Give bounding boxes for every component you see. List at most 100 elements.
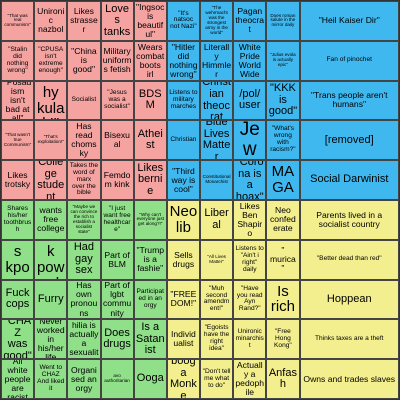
- bingo-cell: Does roman salute in the mirror daily: [266, 1, 300, 41]
- bingo-cell: BDSM: [133, 80, 167, 121]
- bingo-cell: Christian theocrat: [200, 80, 234, 121]
- bingo-cell: Part of lgbt community: [100, 279, 134, 320]
- bingo-cell: Sells drugs: [166, 239, 200, 280]
- bingo-cell: "KKK is good": [266, 80, 300, 121]
- bingo-cell: "Don't tell me what to do": [200, 359, 234, 399]
- bingo-cell: "CPUSA isn't extreme enough": [34, 40, 68, 81]
- bingo-cell: MAGA: [266, 160, 300, 200]
- bingo-cell: "Filthy kulak!": [34, 80, 68, 121]
- bingo-cell: Owns and trades slaves: [299, 359, 399, 399]
- bingo-cell: "Third way is cool": [166, 160, 200, 200]
- bingo-cell: Does drugs: [100, 319, 134, 360]
- bingo-cell: Listens to military marches: [166, 80, 200, 121]
- bingo-cell: "Hitler did nothing wrong": [166, 40, 200, 81]
- bingo-cell: "Julius evola is actually epic": [266, 40, 300, 81]
- bingo-cell: Part of BLM: [100, 239, 134, 280]
- bingo-cell: "Posadism isn't bad at all": [1, 80, 35, 121]
- bingo-cell: White Pride World Wide: [233, 40, 267, 81]
- bingo-cell: "I just want free healthcare": [100, 199, 134, 240]
- bingo-cell: " murica ": [266, 239, 300, 280]
- bingo-cell: "Maybe we can convince the rich to estab…: [67, 199, 101, 240]
- bingo-cell: Anfash: [266, 359, 300, 399]
- bingo-cell: Liberal: [200, 199, 234, 240]
- bingo-cell: "Stalin did nothing wrong": [1, 40, 35, 81]
- bingo-cell: Military uniforms fetish: [100, 40, 134, 81]
- bingo-cell: Loves tanks: [100, 1, 134, 41]
- bingo-cell: Went to CHAZ And liked it: [34, 359, 68, 399]
- bingo-cell: Likes trotsky: [1, 160, 35, 200]
- bingo-cell: "Corona is a hoax": [233, 160, 267, 200]
- bingo-cell: Ooga: [133, 359, 167, 399]
- bingo-cell: "What's wrong with racism?": [266, 120, 300, 161]
- bingo-cell: Takes the word of marx over the bible: [67, 160, 101, 200]
- bingo-cell: Has read chomsky: [67, 120, 101, 161]
- bingo-cell: "Heil Kaiser Dir": [299, 1, 399, 41]
- bingo-cell: Never worked in his/her life: [34, 319, 68, 360]
- bingo-cell: "Why can't everyone just get along?!": [133, 199, 167, 240]
- bingo-cell: Had gay sex: [67, 239, 101, 280]
- bingo-cell: Christian: [166, 120, 200, 161]
- bingo-cell: All white people are racist: [1, 359, 35, 399]
- bingo-cell: Blue Lives Matter: [200, 120, 234, 161]
- bingo-cell: Organised an orgy: [67, 359, 101, 399]
- bingo-cell: Participated in an orgy: [133, 279, 167, 320]
- bingo-cell: Likes strasser: [67, 1, 101, 41]
- bingo-cell: "Egoists have the right idea": [200, 319, 234, 360]
- bingo-cell: Femdom kink: [100, 160, 134, 200]
- bingo-cell: Is a Satanist: [133, 319, 167, 360]
- bingo-cell: Unironic minarchist: [233, 319, 267, 360]
- bingo-cell: "All Lives Matter": [200, 239, 234, 280]
- bingo-cell: Is rich: [266, 279, 300, 320]
- bingo-cell: wants free college: [34, 199, 68, 240]
- bingo-cell: Likes kpop: [1, 239, 35, 280]
- bingo-cell: Listens to "Ain't i right" daily: [233, 239, 267, 280]
- bingo-cell: Likes Ben Shapiro: [233, 199, 267, 240]
- bingo-cell: Neolib: [166, 199, 200, 240]
- bingo-cell: "The wehrmacht was the strongest army in…: [200, 1, 234, 41]
- bingo-cell: "That was real communism": [1, 1, 35, 41]
- bingo-cell: Wears combat boots irl: [133, 40, 167, 81]
- bingo-cell: Atheist: [133, 120, 167, 161]
- bingo-cell: Likes bernie: [133, 160, 167, 200]
- bingo-cell: "Ingsoc is beautiful": [133, 1, 167, 41]
- bingo-cell: "Muh second amendment!": [200, 279, 234, 320]
- bingo-cell: "Free Hong Kong": [266, 319, 300, 360]
- bingo-cell: Jew: [233, 120, 267, 161]
- bingo-cell: Fuck cops: [1, 279, 35, 320]
- bingo-cell: Bisexual: [100, 120, 134, 161]
- bingo-cell: Unironic nazbol: [34, 1, 68, 41]
- bingo-cell: "Better dead than red": [299, 239, 399, 280]
- bingo-cell: Furry: [34, 279, 68, 320]
- bingo-cell: Neo confederate: [266, 199, 300, 240]
- bingo-cell: Social Darwinist: [299, 160, 399, 200]
- bingo-cell: Parents lived in a socialist country: [299, 199, 399, 240]
- bingo-cell: booga Monke: [166, 359, 200, 399]
- bingo-cell: "That wasn't true Communism": [1, 120, 35, 161]
- bingo-cell: Constitutional Monarchist: [200, 160, 234, 200]
- bingo-cell: avo authoritarian: [100, 359, 134, 399]
- bingo-cell: Pedophilia is actually a sexuality: [67, 319, 101, 360]
- bingo-cell: Literally Himmler: [200, 40, 234, 81]
- bingo-cell: "CHAZ was good": [1, 319, 35, 360]
- bingo-cell: Actually a pedophile: [233, 359, 267, 399]
- bingo-cell: "China is good": [67, 40, 101, 81]
- bingo-cell: College student: [34, 160, 68, 200]
- bingo-cell: Fan of pinochet: [299, 40, 399, 81]
- bingo-cell: Shares his/her toothbrush: [1, 199, 35, 240]
- bingo-cell: Thinks taxes are a theft: [299, 319, 399, 360]
- bingo-cell: "Trump is a fashie": [133, 239, 167, 280]
- bingo-cell: "Have you read Ayn Rand?": [233, 279, 267, 320]
- bingo-cell: /pol/ user: [233, 80, 267, 121]
- bingo-cell: Pagan theocrat: [233, 1, 267, 41]
- bingo-cell: "Jesus was a socialist": [100, 80, 134, 121]
- bingo-cell: Hoppean: [299, 279, 399, 320]
- bingo-cell: Socialist: [67, 80, 101, 121]
- bingo-cell: Individualist: [166, 319, 200, 360]
- bingo-cell: Has own pronouns: [67, 279, 101, 320]
- bingo-cell: "That's exploitation!": [34, 120, 68, 161]
- bingo-cell: "FREEDOM!": [166, 279, 200, 320]
- bingo-cell: [removed]: [299, 120, 399, 161]
- bingo-cell: Black power!: [34, 239, 68, 280]
- bingo-cell: "It's natsoc not Nazi": [166, 1, 200, 41]
